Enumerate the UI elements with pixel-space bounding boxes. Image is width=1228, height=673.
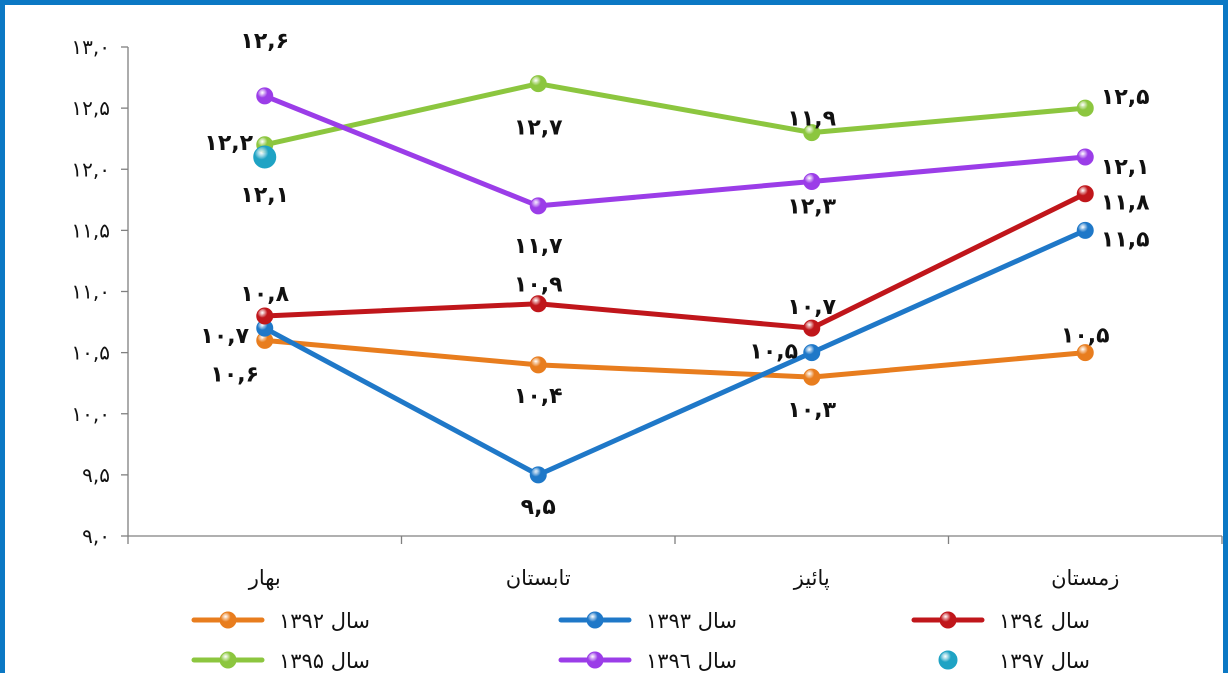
y-tick-label: ۱۳,۰	[71, 35, 110, 59]
y-tick-label: ۱۱,۵	[71, 218, 110, 242]
legend-label: سال ۱۳۹۷	[999, 649, 1090, 673]
y-tick-label: ۱۱,۰	[71, 280, 110, 304]
data-point	[1076, 221, 1094, 239]
data-label: ۱۰,۶	[210, 362, 259, 387]
y-tick-label: ۹,۰	[82, 524, 110, 548]
data-label: ۱۲,۱	[1101, 155, 1150, 180]
legend: سال ۱۳۹۲ سال ۱۳۹۳ سال ۱۳۹٤ سال ۱۳۹۵ سال ۱۳۹٦…	[191, 609, 1090, 673]
legend-label: سال ۱۳۹۲	[279, 609, 370, 633]
legend-label: سال ۱۳۹٤	[999, 609, 1090, 633]
y-tick-label: ۱۰,۵	[71, 341, 110, 365]
data-point	[1076, 99, 1094, 117]
data-label: ۱۱,۹	[787, 107, 836, 132]
legend-marker	[939, 611, 957, 629]
series-lines	[262, 81, 1088, 478]
y-tick-label: ۱۰,۰	[71, 402, 110, 426]
legend-marker	[938, 650, 958, 670]
data-label: ۱۲,۲	[204, 131, 253, 156]
data-point	[529, 75, 547, 93]
legend-item: سال ۱۳۹۳	[558, 609, 737, 633]
data-point	[256, 87, 274, 105]
data-point	[529, 197, 547, 215]
data-label: ۱۰,۷	[787, 295, 836, 320]
data-label: ۱۰,۹	[514, 273, 563, 298]
legend-item: سال ۱۳۹٤	[911, 609, 1090, 633]
data-label: ۱۰,۷	[200, 324, 249, 349]
y-tick-label: ۱۲,۰	[71, 157, 110, 181]
data-label: ۱۰,۴	[514, 384, 563, 409]
axes: ۹,۰ ۹,۵ ۱۰,۰ ۱۰,۵ ۱۱,۰ ۱۱,۵ ۱۲,۰ ۱۲,۵ ۱۳,۰ بهار تا…	[71, 35, 1223, 590]
x-category-label: بهار	[248, 566, 281, 590]
legend-item: سال ۱۳۹۷	[938, 649, 1090, 673]
data-label: ۱۰,۵	[1061, 324, 1110, 349]
data-label: ۱۱,۷	[514, 234, 563, 259]
data-point	[803, 344, 821, 362]
legend-marker	[586, 611, 604, 629]
data-point	[1076, 148, 1094, 166]
data-label: ۱۲,۶	[240, 29, 289, 54]
data-point	[803, 172, 821, 190]
data-point	[1076, 344, 1094, 362]
legend-item: سال ۱۳۹٦	[558, 649, 737, 673]
data-label: ۱۲,۱	[240, 183, 289, 208]
legend-label: سال ۱۳۹۵	[279, 649, 370, 673]
legend-marker	[219, 611, 237, 629]
data-label: ۱۰,۵	[749, 340, 798, 365]
data-point	[803, 368, 821, 386]
data-label: ۱۲,۳	[787, 194, 836, 219]
data-label: ۱۱,۵	[1101, 227, 1150, 252]
series-line	[262, 337, 1088, 380]
legend-item: سال ۱۳۹۵	[191, 649, 370, 673]
data-label: ۱۱,۸	[1101, 191, 1150, 216]
data-point	[253, 145, 277, 169]
data-label: ۱۰,۳	[787, 398, 836, 423]
data-label: ۱۲,۷	[514, 116, 563, 141]
data-point	[1076, 185, 1094, 203]
data-point	[529, 356, 547, 374]
x-category-label: زمستان	[1051, 566, 1119, 590]
legend-marker	[586, 651, 604, 669]
data-label: ۱۲,۵	[1101, 85, 1150, 110]
data-label: ۹,۵	[521, 495, 556, 520]
data-point	[803, 319, 821, 337]
series-line	[262, 93, 1088, 209]
legend-marker	[219, 651, 237, 669]
y-tick-label: ۹,۵	[82, 463, 110, 487]
series-line	[262, 191, 1088, 331]
series-points	[253, 75, 1094, 484]
series-line	[262, 81, 1088, 148]
data-point	[803, 124, 821, 142]
x-category-label: پائیز	[793, 566, 830, 590]
x-category-label: تابستان	[506, 566, 571, 590]
legend-item: سال ۱۳۹۲	[191, 609, 370, 633]
series-line	[262, 227, 1088, 478]
legend-label: سال ۱۳۹٦	[646, 649, 737, 673]
data-point	[256, 307, 274, 325]
data-label: ۱۰,۸	[240, 282, 289, 307]
legend-label: سال ۱۳۹۳	[646, 609, 737, 633]
data-point	[529, 466, 547, 484]
y-tick-label: ۱۲,۵	[71, 96, 110, 120]
data-point	[529, 295, 547, 313]
data-labels: ۱۰,۶ ۱۰,۴ ۱۰,۳ ۱۰,۵ ۱۰,۷ ۹,۵ ۱۰,۵ ۱۱,۵ ۱۰,۸ ۱۰,۹ ۱…	[200, 29, 1150, 520]
